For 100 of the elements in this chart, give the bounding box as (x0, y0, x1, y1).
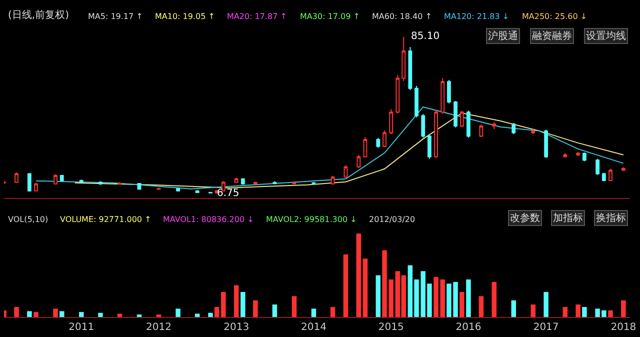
text: MA250: 25.60 ↓ (522, 12, 588, 21)
x-tick-label: 2014 (300, 322, 326, 333)
bar (356, 234, 362, 317)
candlestick (582, 152, 586, 162)
text: MA20: 17.87 ↑ (227, 12, 287, 21)
bar (27, 311, 32, 317)
candlestick (240, 178, 245, 185)
annotation: 设置均线 (586, 30, 626, 42)
candlestick (447, 80, 451, 104)
x-tick-label: 2012 (146, 322, 172, 333)
candlestick (440, 78, 445, 114)
candlestick (253, 181, 258, 185)
bar (343, 254, 348, 317)
candlestick (60, 174, 64, 182)
annotation: 融资融券 (532, 30, 572, 42)
bar (117, 314, 122, 317)
annotation: 6.75 (217, 188, 240, 199)
candlestick (608, 168, 612, 182)
x-tick-label: 2013 (224, 322, 250, 333)
x-tick-label: 2017 (533, 322, 559, 333)
candlestick (512, 122, 516, 135)
bar (234, 285, 239, 317)
bar (608, 310, 613, 317)
text: 换指标 (596, 212, 626, 224)
bar (292, 296, 297, 317)
bar (34, 312, 38, 317)
chart-title: (日线,前复权) (8, 9, 70, 21)
text: MAVOL2: 99581.300 ↓ (266, 215, 357, 224)
bar (478, 296, 484, 317)
bar (208, 312, 213, 317)
bar (194, 314, 200, 317)
candlestick (376, 137, 380, 148)
bar (492, 282, 496, 317)
bar (621, 300, 626, 317)
candlestick (402, 36, 406, 82)
candlestick (428, 134, 432, 160)
text: 加指标 (553, 212, 583, 224)
candlestick (602, 172, 606, 182)
text: MA30: 17.09 ↑ (300, 12, 360, 21)
bar (214, 306, 220, 317)
candlestick (98, 180, 102, 186)
text: MA120: 21.83 ↓ (444, 12, 510, 21)
candlestick (621, 166, 626, 172)
candlestick (460, 110, 464, 128)
bar (376, 275, 381, 317)
candlestick (208, 191, 212, 194)
x-tick-label: 2015 (378, 322, 404, 333)
candlestick (563, 152, 568, 158)
candlestick (14, 172, 18, 184)
bar (544, 292, 548, 317)
bar (221, 292, 226, 317)
candlestick (27, 172, 32, 192)
candlestick (176, 188, 180, 192)
x-tick-label: 2016 (456, 322, 482, 333)
text: MA5: 19.17 ↑ (88, 12, 143, 21)
x-tick-label: 2011 (68, 322, 94, 333)
candlestick (596, 158, 600, 176)
bar (14, 306, 19, 317)
candlestick (363, 136, 368, 158)
bar (582, 306, 587, 317)
candlestick (576, 151, 580, 156)
bar (562, 306, 568, 317)
annotation: 85.10 (411, 31, 440, 42)
candlestick (389, 108, 394, 134)
text: VOLUME: 92771.000 ↑ (60, 215, 152, 224)
bar (362, 258, 368, 317)
candlestick (356, 154, 361, 168)
text: VOL(5,10) (8, 215, 48, 224)
bar (272, 304, 278, 317)
candlestick (156, 187, 161, 190)
candlestick (330, 175, 335, 185)
candlestick (408, 46, 412, 90)
text: MA60: 18.40 ↑ (372, 12, 432, 21)
candlestick (479, 124, 484, 138)
bar (176, 308, 180, 317)
bar (460, 292, 464, 317)
bar (576, 304, 580, 317)
candlestick (531, 128, 536, 134)
bar (60, 311, 64, 317)
candlestick (54, 174, 58, 185)
candlestick (421, 113, 426, 138)
x-tick-label: 2018 (610, 322, 636, 333)
candlestick (382, 130, 386, 148)
bar (466, 279, 471, 317)
text: 改参数 (510, 212, 540, 224)
candlestick (434, 109, 438, 158)
text: 2012/03/20 (369, 215, 416, 224)
bar (253, 300, 258, 317)
bar (530, 304, 536, 317)
candlestick (414, 86, 418, 118)
annotation: 沪股通 (488, 30, 518, 42)
candlestick (34, 182, 38, 192)
text: MAVOL1: 80836.200 ↓ (163, 215, 254, 224)
text: MA10: 19.05 ↑ (155, 12, 215, 21)
bar (98, 312, 103, 317)
candlestick (466, 110, 470, 138)
bar (53, 308, 58, 317)
bar (240, 292, 246, 317)
candlestick (396, 74, 400, 114)
candlestick (544, 129, 548, 158)
